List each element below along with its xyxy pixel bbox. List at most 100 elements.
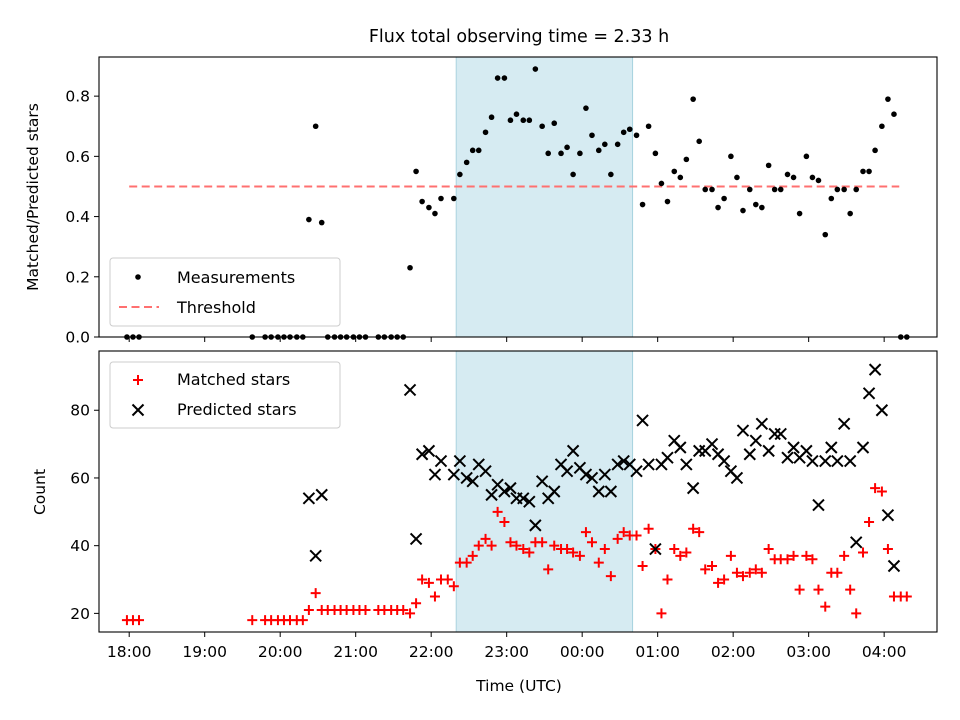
x-tick-label: 18:00 xyxy=(107,643,152,661)
y-tick-label: 0.0 xyxy=(65,329,90,347)
data-point-predicted xyxy=(806,454,819,468)
data-point-predicted xyxy=(862,387,876,400)
data-point-matched xyxy=(612,533,623,544)
legend-label-measurements: Measurements xyxy=(177,268,295,287)
data-point-measurement xyxy=(885,96,891,102)
data-point-measurement xyxy=(759,204,765,211)
data-point-predicted xyxy=(749,434,763,447)
x-tick-label: 21:00 xyxy=(333,643,378,661)
data-point-measurement xyxy=(664,198,671,205)
data-point-matched xyxy=(750,564,761,575)
data-point-matched xyxy=(360,604,371,615)
data-point-matched xyxy=(845,584,856,595)
data-point-matched xyxy=(681,547,692,558)
data-point-predicted xyxy=(868,363,882,376)
data-point-matched xyxy=(537,537,548,548)
data-point-predicted xyxy=(415,448,429,461)
data-point-measurement xyxy=(715,204,721,211)
data-point-measurement xyxy=(652,150,659,157)
data-point-matched xyxy=(448,581,459,592)
data-point-predicted xyxy=(422,444,436,458)
data-point-matched xyxy=(417,574,428,585)
data-point-predicted xyxy=(428,468,442,481)
data-point-measurement xyxy=(432,210,438,217)
data-point-matched xyxy=(901,591,912,602)
data-point-predicted xyxy=(781,451,794,464)
data-point-measurement xyxy=(696,138,702,145)
data-point-measurement xyxy=(312,123,319,130)
data-point-matched xyxy=(756,567,767,578)
chart-title: Flux total observing time = 2.33 h xyxy=(369,27,669,47)
bottom-y-axis-ticks: 20 40 60 80 xyxy=(70,402,99,623)
data-point-matched xyxy=(643,523,654,534)
data-point-matched xyxy=(543,564,554,575)
data-point-matched xyxy=(442,574,453,585)
data-point-measurement xyxy=(407,264,413,271)
data-point-measurement xyxy=(475,147,482,154)
data-point-measurement xyxy=(834,186,841,193)
data-point-predicted xyxy=(755,417,769,430)
data-point-matched xyxy=(662,574,673,585)
data-point-matched xyxy=(737,571,748,582)
data-point-matched xyxy=(461,557,472,568)
data-point-predicted xyxy=(887,559,901,573)
legend-label-predicted: Predicted stars xyxy=(177,400,297,419)
data-point-measurement xyxy=(532,66,539,72)
data-point-predicted xyxy=(529,519,542,532)
data-point-matched xyxy=(524,547,535,558)
data-point-measurement xyxy=(790,174,797,181)
data-point-predicted xyxy=(579,468,593,481)
predicted-stars-series xyxy=(302,363,901,573)
data-point-predicted xyxy=(787,441,800,454)
data-point-measurement xyxy=(721,195,727,202)
data-point-predicted xyxy=(850,536,863,549)
top-plot-frame xyxy=(98,56,938,338)
data-point-measurement xyxy=(469,147,476,154)
x-tick-label: 19:00 xyxy=(182,643,227,661)
data-point-predicted xyxy=(774,427,787,441)
data-point-measurement xyxy=(602,141,608,148)
data-point-matched xyxy=(656,608,667,619)
data-point-predicted xyxy=(447,468,461,481)
data-point-measurement xyxy=(891,111,897,118)
data-point-matched xyxy=(574,550,585,561)
data-point-measurement xyxy=(526,117,533,124)
data-point-measurement xyxy=(551,120,558,127)
data-point-measurement xyxy=(457,171,463,178)
data-point-measurement xyxy=(413,168,419,175)
x-tick-label: 00:00 xyxy=(560,643,605,661)
data-point-matched xyxy=(839,550,850,561)
data-point-matched xyxy=(801,550,812,561)
data-point-matched xyxy=(719,574,730,585)
data-point-measurement xyxy=(595,147,602,154)
top-y-axis-ticks: 0.0 0.2 0.4 0.6 0.8 xyxy=(65,88,99,347)
data-point-measurement xyxy=(507,117,514,124)
data-point-predicted xyxy=(604,485,618,498)
data-point-predicted xyxy=(674,441,687,454)
data-point-predicted xyxy=(309,549,322,563)
data-point-predicted xyxy=(837,417,851,430)
top-legend-box xyxy=(109,257,341,327)
y-tick-label: 40 xyxy=(70,537,90,555)
data-point-predicted xyxy=(649,542,662,556)
data-point-predicted xyxy=(636,414,649,427)
data-point-measurement xyxy=(777,186,784,193)
x-axis-label: Time (UTC) xyxy=(475,677,562,695)
data-point-matched xyxy=(744,567,755,578)
data-point-matched xyxy=(707,560,718,571)
data-point-measurement xyxy=(539,123,545,130)
data-point-measurement xyxy=(860,168,866,175)
observing-span-bottom xyxy=(455,350,634,633)
data-point-matched xyxy=(788,550,799,561)
data-point-matched xyxy=(794,584,805,595)
data-point-predicted xyxy=(560,464,574,478)
data-point-measurement xyxy=(501,75,508,81)
data-point-measurement xyxy=(853,186,860,193)
data-point-predicted xyxy=(856,441,870,454)
data-point-predicted xyxy=(466,475,479,488)
data-point-predicted xyxy=(642,458,655,471)
y-tick-label: 20 xyxy=(70,605,90,623)
data-point-measurement xyxy=(815,177,822,184)
data-point-measurement xyxy=(513,111,520,118)
